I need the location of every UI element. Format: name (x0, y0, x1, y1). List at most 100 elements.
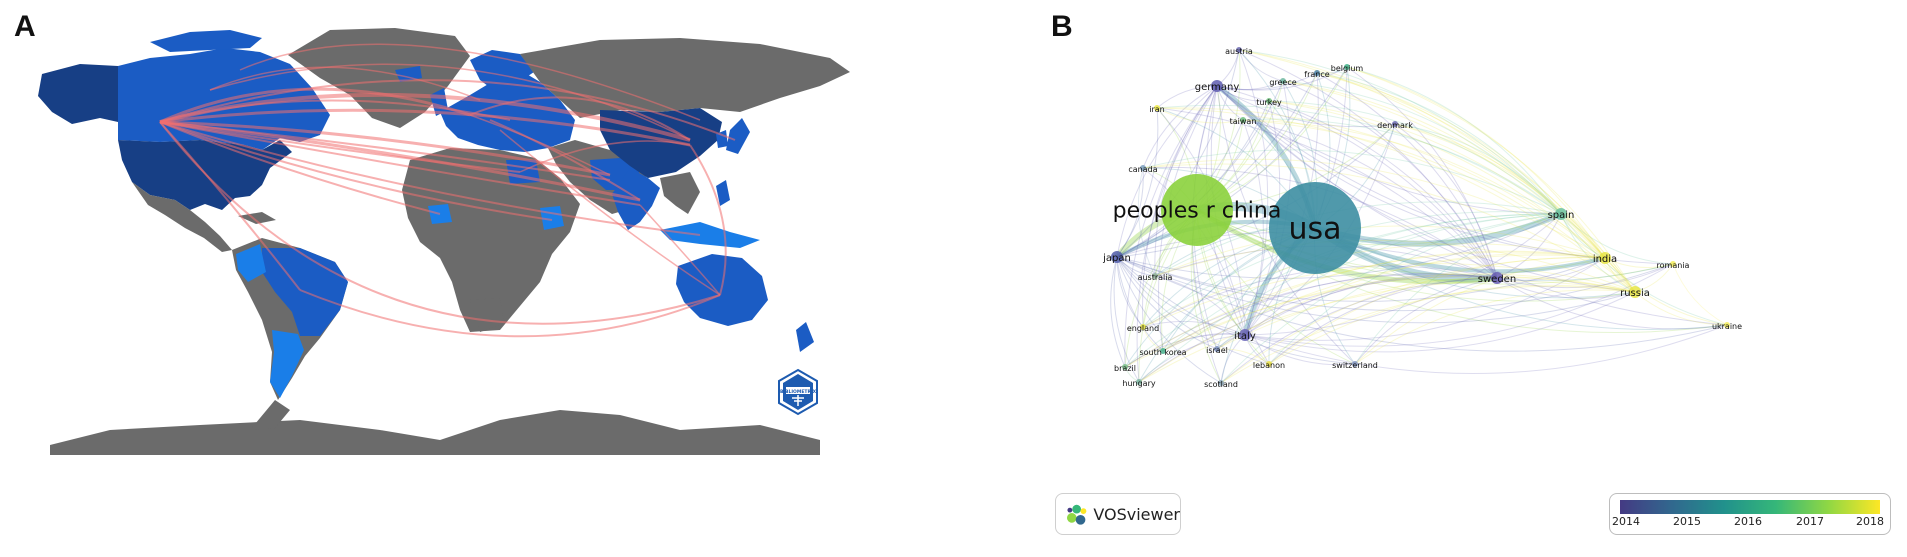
node-hungary[interactable] (1136, 379, 1142, 385)
edge-russia-switzerland (1354, 289, 1636, 365)
node-sweden[interactable] (1491, 272, 1503, 284)
edge-japan-india (1116, 256, 1606, 302)
edge-germany-russia (1216, 85, 1636, 293)
node-spain[interactable] (1555, 208, 1567, 220)
country-japan (726, 118, 750, 154)
edge-germany-greece (1216, 80, 1284, 91)
edge-japan-israel (1116, 256, 1218, 350)
country-russia (520, 38, 850, 118)
edge-italy-brazil (1124, 333, 1246, 368)
edge-russia-canada (1142, 163, 1636, 293)
node-south-korea[interactable] (1160, 348, 1166, 354)
node-taiwan[interactable] (1240, 117, 1246, 123)
edge-russia-scotland (1220, 285, 1636, 384)
node-ukraine[interactable] (1724, 322, 1730, 328)
node-romania[interactable] (1670, 261, 1676, 267)
edge-spain-switzerland (1354, 213, 1562, 365)
edge-spain-india (1560, 213, 1606, 259)
node-italy[interactable] (1239, 329, 1251, 341)
edge-germany-ukraine (1216, 85, 1728, 326)
link-usa-iran (159, 120, 611, 177)
edge-italy-taiwan (1242, 119, 1264, 336)
legend-tick-2018: 2018 (1856, 515, 1884, 528)
node-label-sweden: sweden (1478, 274, 1516, 285)
node-israel[interactable] (1214, 346, 1220, 352)
node-england[interactable] (1140, 324, 1146, 330)
node-label-iran: iran (1149, 105, 1164, 114)
node-lebanon[interactable] (1266, 361, 1272, 367)
edge-india-brazil (1124, 251, 1606, 368)
node-japan[interactable] (1111, 251, 1123, 263)
edge-spain-ukraine (1560, 213, 1728, 326)
edge-spain-taiwan (1242, 118, 1562, 215)
edge-germany-brazil (1124, 85, 1218, 368)
country-mexico (132, 182, 232, 252)
link-usa-indonesia (159, 121, 701, 236)
europe-land (440, 70, 575, 152)
node-india[interactable] (1599, 252, 1611, 264)
node-australia[interactable] (1152, 273, 1158, 279)
edge-sweden-ukraine (1496, 277, 1728, 330)
iceland (395, 66, 422, 82)
edge-spain-romania (1560, 213, 1674, 265)
edge-russia-lebanon (1268, 284, 1636, 365)
bibliometrix-badge: BIBLIOMETRIX (778, 368, 818, 416)
edge-italy-hungary (1138, 334, 1246, 383)
edge-india-ukraine (1604, 257, 1728, 326)
panel-b-letter: B (1051, 10, 1073, 43)
edge-spain-lebanon (1268, 213, 1562, 365)
country-colombia (236, 244, 266, 282)
edge-peoples-r-china-russia (1196, 209, 1636, 302)
legend-tick-2014: 2014 (1612, 515, 1640, 528)
node-canada[interactable] (1140, 165, 1146, 171)
edge-sweden-denmark (1394, 123, 1498, 279)
edge-sweden-italy (1244, 274, 1498, 336)
node-denmark[interactable] (1392, 121, 1398, 127)
edge-india-romania (1604, 257, 1674, 268)
node-germany[interactable] (1211, 80, 1223, 92)
edge-india-israel (1216, 253, 1606, 350)
node-switzerland[interactable] (1352, 361, 1358, 367)
node-scotland[interactable] (1218, 380, 1224, 386)
edge-india-denmark (1394, 123, 1606, 259)
node-label-denmark: denmark (1377, 121, 1413, 130)
node-belgium[interactable] (1344, 64, 1350, 70)
node-peoples-r-china[interactable] (1161, 174, 1233, 246)
country-alaska (38, 64, 118, 124)
node-label-south-korea: south korea (1139, 348, 1186, 357)
world-collaboration-map-panel: A (14, 10, 850, 455)
node-brazil[interactable] (1122, 364, 1128, 370)
node-label-belgium: belgium (1331, 64, 1364, 73)
link-usa-brazil (159, 121, 301, 291)
edge-india-belgium (1346, 66, 1606, 259)
link-brazil-australia (299, 289, 721, 338)
edge-sweden-south-korea (1162, 272, 1498, 352)
legend-tick-2017: 2017 (1796, 515, 1824, 528)
antarctica (50, 410, 820, 455)
vosviewer-logo: VOSviewer (1055, 493, 1181, 535)
edge-peoples-r-china-spain (1196, 209, 1562, 246)
edge-sweden-iran (1156, 107, 1498, 279)
edge-spain-iran (1156, 104, 1562, 215)
node-iran[interactable] (1154, 105, 1160, 111)
edge-spain-belgium (1346, 66, 1562, 215)
node-label-peoples-r-china: peoples r china (1113, 199, 1282, 224)
node-france[interactable] (1314, 70, 1320, 76)
edge-russia-greece (1282, 80, 1636, 293)
edge-japan-italy (1116, 256, 1246, 336)
world-map: BIBLIOMETRIX (38, 28, 850, 455)
edge-lebanon-israel (1216, 348, 1270, 365)
edge-sweden-france (1316, 72, 1498, 279)
node-greece[interactable] (1280, 78, 1286, 84)
country-south-africa (470, 298, 504, 332)
node-label-turkey: turkey (1256, 98, 1282, 107)
node-label-france: france (1304, 70, 1329, 79)
panel-a-letter: A (14, 10, 36, 43)
node-austria[interactable] (1236, 47, 1242, 53)
node-turkey[interactable] (1266, 98, 1272, 104)
edge-japan-russia (1116, 256, 1636, 324)
node-russia[interactable] (1629, 286, 1641, 298)
node-usa[interactable] (1269, 182, 1361, 274)
edge-russia-iran (1156, 107, 1636, 293)
edge-japan-denmark (1116, 123, 1396, 258)
